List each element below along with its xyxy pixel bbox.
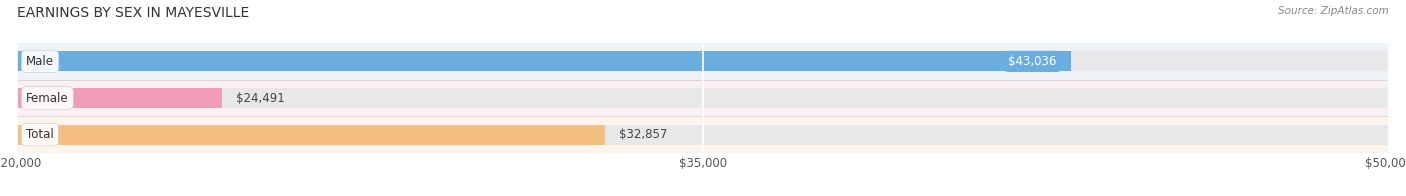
Bar <box>17 124 605 145</box>
Text: Source: ZipAtlas.com: Source: ZipAtlas.com <box>1278 6 1389 16</box>
Bar <box>17 116 1389 153</box>
Text: $32,857: $32,857 <box>619 128 666 141</box>
Text: Female: Female <box>27 92 69 104</box>
Bar <box>17 43 1389 80</box>
Bar <box>17 51 1070 72</box>
Text: $24,491: $24,491 <box>236 92 285 104</box>
Bar <box>17 51 1389 72</box>
Bar <box>17 80 1389 116</box>
Text: EARNINGS BY SEX IN MAYESVILLE: EARNINGS BY SEX IN MAYESVILLE <box>17 6 249 20</box>
Text: Total: Total <box>27 128 53 141</box>
Bar <box>17 88 1389 108</box>
Text: Male: Male <box>27 55 53 68</box>
Bar <box>17 88 222 108</box>
Text: $43,036: $43,036 <box>1008 55 1057 68</box>
Bar <box>17 124 1389 145</box>
